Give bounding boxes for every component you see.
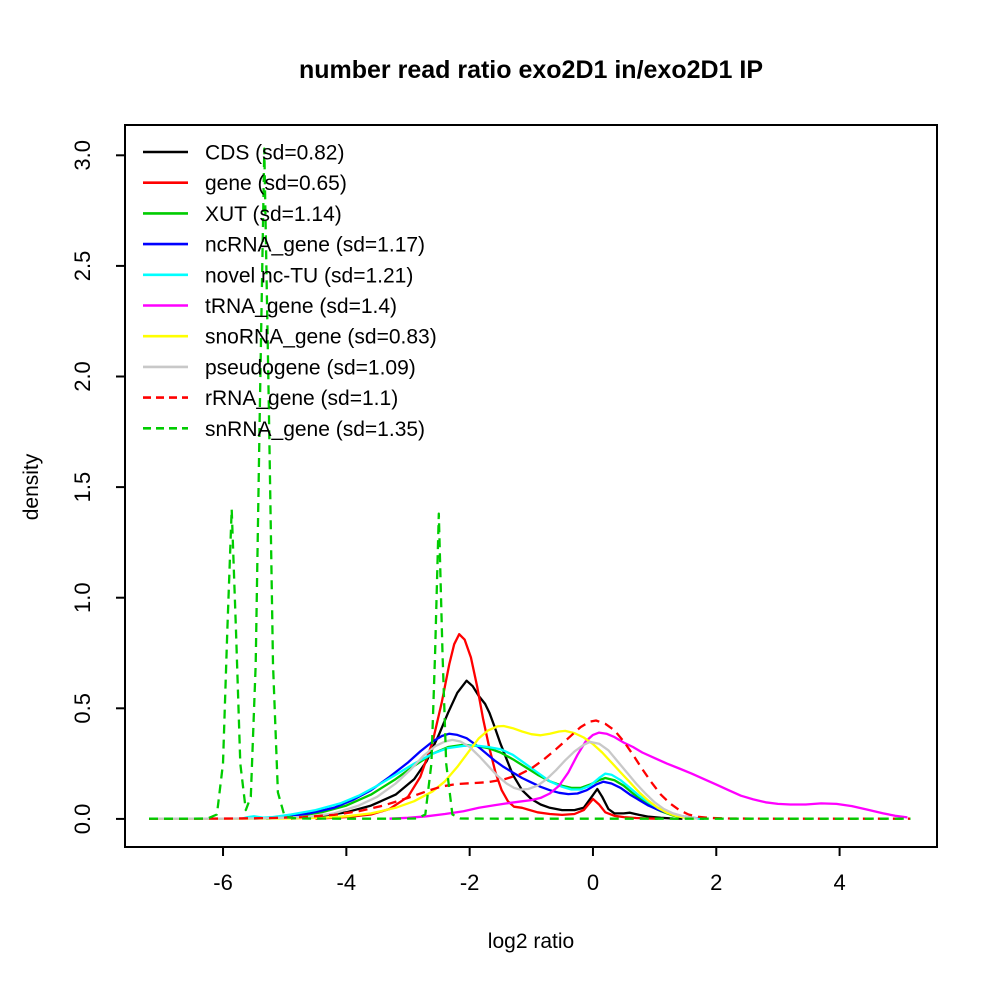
y-tick-label: 0.0 xyxy=(70,804,95,835)
ncrna_gene-density-curve xyxy=(253,732,704,820)
x-tick-label: -6 xyxy=(213,870,233,895)
x-tick-label: 0 xyxy=(587,870,599,895)
y-tick-label: 1.0 xyxy=(70,582,95,613)
x-tick-label: 2 xyxy=(710,870,722,895)
chart-title: number read ratio exo2D1 in/exo2D1 IP xyxy=(299,56,763,84)
legend-item-ncrna_gene: ncRNA_gene (sd=1.17) xyxy=(143,234,425,257)
legend-item-cds: CDS (sd=0.82) xyxy=(143,142,344,165)
legend-label-rrna_gene: rRNA_gene (sd=1.1) xyxy=(205,387,398,410)
y-axis-label: density xyxy=(20,453,43,520)
legend-label-snrna_gene: snRNA_gene (sd=1.35) xyxy=(205,418,425,441)
x-tick-label: -2 xyxy=(460,870,480,895)
legend-item-novel_nc_tu: novel nc-TU (sd=1.21) xyxy=(143,264,413,287)
legend-label-xut: XUT (sd=1.14) xyxy=(205,203,342,226)
pseudogene-density-curve xyxy=(155,738,698,820)
rrna_gene-density-curve xyxy=(149,719,911,820)
y-tick-label: 2.5 xyxy=(70,251,95,282)
y-tick-label: 1.5 xyxy=(70,472,95,503)
legend-item-xut: XUT (sd=1.14) xyxy=(143,203,342,226)
y-tick-label: 0.5 xyxy=(70,693,95,724)
legend: CDS (sd=0.82) gene (sd=0.65) XUT (sd=1.14)… xyxy=(143,142,437,441)
y-tick-label: 3.0 xyxy=(70,140,95,171)
y-tick-label: 2.0 xyxy=(70,361,95,392)
snrna_gene-density-curve xyxy=(149,147,911,820)
legend-label-ncrna_gene: ncRNA_gene (sd=1.17) xyxy=(205,234,425,257)
legend-label-novel_nc_tu: novel nc-TU (sd=1.21) xyxy=(205,264,413,287)
trna_gene-density-curve xyxy=(389,731,908,820)
novel_nc_tu-density-curve xyxy=(241,744,701,820)
legend-label-trna_gene: tRNA_gene (sd=1.4) xyxy=(205,295,397,318)
legend-label-pseudogene: pseudogene (sd=1.09) xyxy=(205,356,416,379)
legend-label-gene: gene (sd=0.65) xyxy=(205,172,347,195)
legend-label-snorna_gene: snoRNA_gene (sd=0.83) xyxy=(205,326,437,349)
x-tick-label: 4 xyxy=(833,870,845,895)
legend-item-snrna_gene: snRNA_gene (sd=1.35) xyxy=(143,418,425,441)
snorna_gene-density-curve xyxy=(155,724,695,820)
legend-item-gene: gene (sd=0.65) xyxy=(143,172,347,195)
legend-item-rrna_gene: rRNA_gene (sd=1.1) xyxy=(143,387,398,410)
legend-item-trna_gene: tRNA_gene (sd=1.4) xyxy=(143,295,397,318)
gene-density-curve xyxy=(315,633,658,820)
x-axis-label: log2 ratio xyxy=(488,930,574,953)
cds-density-curve xyxy=(290,679,683,820)
legend-label-cds: CDS (sd=0.82) xyxy=(205,142,344,165)
plot-frame xyxy=(124,124,938,848)
legend-item-snorna_gene: snoRNA_gene (sd=0.83) xyxy=(143,326,437,349)
legend-item-pseudogene: pseudogene (sd=1.09) xyxy=(143,356,416,379)
x-tick-label: -4 xyxy=(337,870,357,895)
